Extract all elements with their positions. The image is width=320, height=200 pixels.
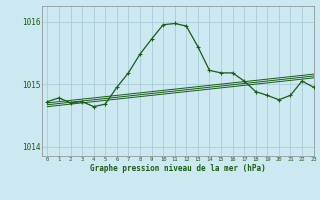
X-axis label: Graphe pression niveau de la mer (hPa): Graphe pression niveau de la mer (hPa) [90,164,266,173]
